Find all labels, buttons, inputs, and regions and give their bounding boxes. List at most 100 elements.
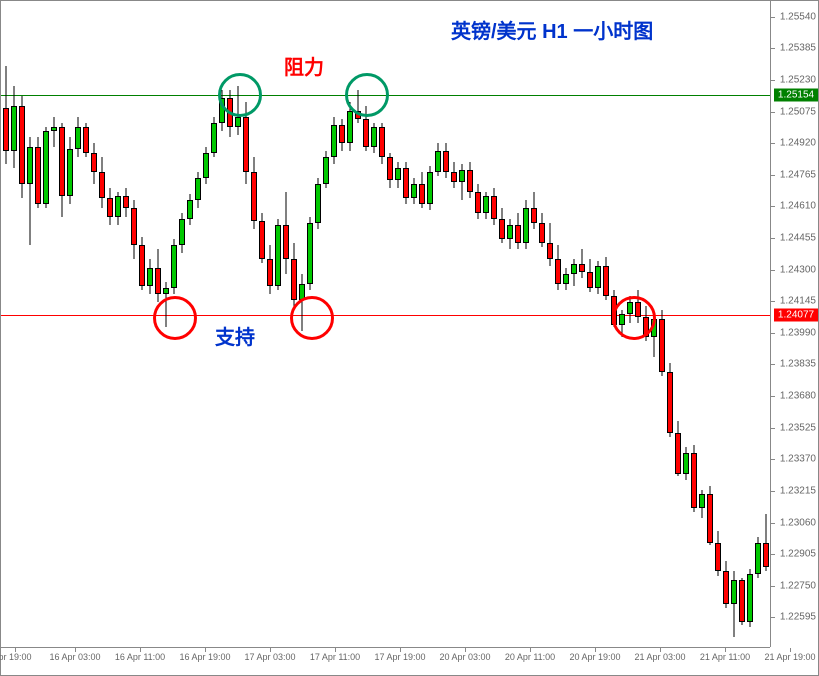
candle	[603, 1, 609, 647]
candle	[67, 1, 73, 647]
y-tick-label: 1.25385	[780, 43, 816, 54]
candle	[595, 1, 601, 647]
candle	[683, 1, 689, 647]
candle	[555, 1, 561, 647]
candle	[59, 1, 65, 647]
candle	[731, 1, 737, 647]
candle	[475, 1, 481, 647]
candle	[147, 1, 153, 647]
candle	[531, 1, 537, 647]
candle	[395, 1, 401, 647]
x-tick-label: 16 Apr 11:00	[115, 652, 165, 662]
candle	[435, 1, 441, 647]
candle	[75, 1, 81, 647]
candle	[659, 1, 665, 647]
y-tick-label: 1.24920	[780, 138, 816, 149]
candle	[19, 1, 25, 647]
x-tick-label: 21 Apr 19:00	[764, 652, 815, 662]
candle	[427, 1, 433, 647]
candle	[699, 1, 705, 647]
candle	[691, 1, 697, 647]
y-tick-label: 1.23215	[780, 485, 816, 496]
x-tick-label: 17 Apr 03:00	[244, 652, 295, 662]
candle	[523, 1, 529, 647]
candle	[467, 1, 473, 647]
y-tick-label: 1.23525	[780, 422, 816, 433]
candle	[499, 1, 505, 647]
y-tick-label: 1.24610	[780, 201, 816, 212]
y-tick-label: 1.23835	[780, 359, 816, 370]
x-axis: pr 19:00 16 Apr 03:00 16 Apr 11:00 16 Apr 1…	[1, 647, 770, 675]
support-label: 支持	[215, 321, 255, 350]
candle	[283, 1, 289, 647]
candle	[675, 1, 681, 647]
candle	[667, 1, 673, 647]
candle	[491, 1, 497, 647]
y-axis: 1.25540 1.25385 1.25230 1.25075 1.24920 1.247…	[770, 1, 818, 647]
candle	[459, 1, 465, 647]
candle	[203, 1, 209, 647]
support-touch-1-circle	[153, 296, 197, 340]
resistance-price-badge: 1.25154	[774, 89, 818, 102]
x-tick-label: pr 19:00	[0, 652, 32, 662]
candle	[3, 1, 9, 647]
plot-area[interactable]: 英镑/美元 H1 一小时图 阻力支持	[1, 1, 770, 647]
x-tick-label: 21 Apr 03:00	[634, 652, 685, 662]
candle	[587, 1, 593, 647]
x-tick-label: 16 Apr 03:00	[49, 652, 100, 662]
candlestick-chart: 英镑/美元 H1 一小时图 阻力支持 1.255401.253851.25230…	[0, 0, 819, 676]
x-tick-label: 20 Apr 03:00	[439, 652, 490, 662]
candle	[707, 1, 713, 647]
candle	[515, 1, 521, 647]
support-touch-2-circle	[290, 296, 334, 340]
candle	[339, 1, 345, 647]
candle	[739, 1, 745, 647]
candle	[115, 1, 121, 647]
x-tick-label: 21 Apr 11:00	[700, 652, 750, 662]
y-tick-label: 1.22750	[780, 580, 816, 591]
support-touch-3-circle	[612, 296, 656, 340]
y-tick-label: 1.22905	[780, 549, 816, 560]
candle	[579, 1, 585, 647]
candle	[563, 1, 569, 647]
y-tick-label: 1.23990	[780, 327, 816, 338]
candle	[539, 1, 545, 647]
y-tick-label: 1.23060	[780, 517, 816, 528]
y-tick-label: 1.23680	[780, 391, 816, 402]
resistance-label: 阻力	[284, 51, 324, 80]
candle	[51, 1, 57, 647]
candle	[35, 1, 41, 647]
x-tick-label: 20 Apr 19:00	[569, 652, 620, 662]
candle	[747, 1, 753, 647]
candle	[131, 1, 137, 647]
support-price-badge: 1.24077	[774, 309, 818, 322]
candle	[107, 1, 113, 647]
y-tick-label: 1.25230	[780, 74, 816, 85]
candle	[403, 1, 409, 647]
candle	[139, 1, 145, 647]
y-tick-label: 1.22595	[780, 612, 816, 623]
y-tick-label: 1.23370	[780, 454, 816, 465]
y-tick-label: 1.24765	[780, 169, 816, 180]
candle	[483, 1, 489, 647]
candle	[83, 1, 89, 647]
candle	[715, 1, 721, 647]
y-tick-label: 1.24455	[780, 233, 816, 244]
y-tick-label: 1.25075	[780, 106, 816, 117]
candle	[411, 1, 417, 647]
candle	[451, 1, 457, 647]
y-tick-label: 1.25540	[780, 11, 816, 22]
candle	[275, 1, 281, 647]
candle	[11, 1, 17, 647]
candle	[267, 1, 273, 647]
candle	[507, 1, 513, 647]
x-tick-label: 20 Apr 11:00	[505, 652, 555, 662]
candle	[571, 1, 577, 647]
y-tick-label: 1.24300	[780, 264, 816, 275]
candle	[91, 1, 97, 647]
candle	[43, 1, 49, 647]
candle	[723, 1, 729, 647]
x-tick-label: 16 Apr 19:00	[179, 652, 230, 662]
candle	[123, 1, 129, 647]
x-tick-label: 17 Apr 19:00	[374, 652, 425, 662]
